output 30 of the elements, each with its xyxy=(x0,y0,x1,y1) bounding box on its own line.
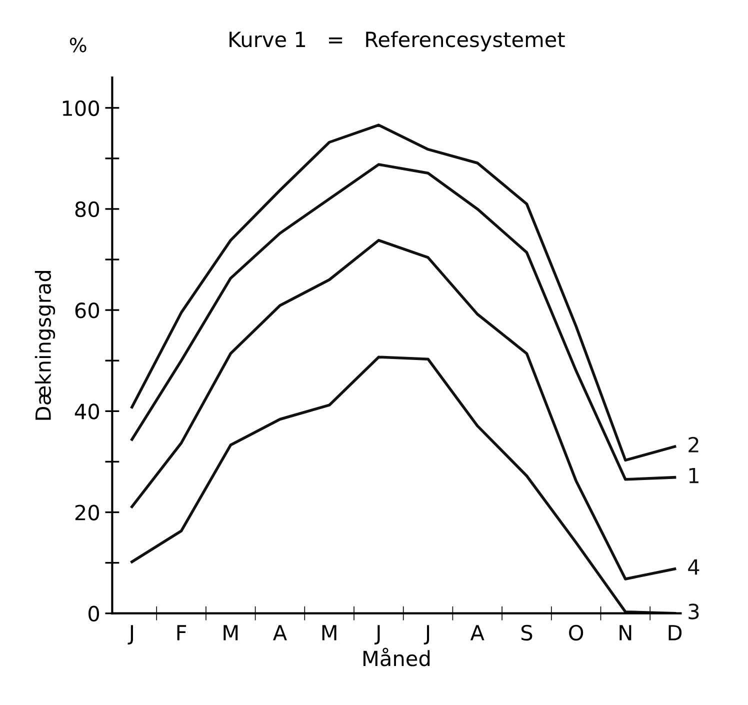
y-tick-label: 80 xyxy=(75,201,100,218)
y-tick-label: 60 xyxy=(75,302,100,318)
x-tick-label: J xyxy=(128,625,133,644)
x-tick-label: A xyxy=(470,625,484,640)
series-label: 3 xyxy=(688,604,699,620)
line-series xyxy=(130,124,676,462)
series-label: 2 xyxy=(688,436,698,452)
x-tick-label: M xyxy=(322,625,336,640)
series-label: 1 xyxy=(689,468,698,484)
line-series xyxy=(130,356,676,614)
y-tick-label: 0 xyxy=(88,606,100,622)
y-tick-label: 40 xyxy=(74,404,100,420)
text: % xyxy=(70,38,86,52)
y-axis-title: Dækningsgrad xyxy=(34,271,56,420)
series-label: 4 xyxy=(688,559,700,575)
y-tick-label: 20 xyxy=(75,504,100,520)
x-tick-label: A xyxy=(273,625,287,640)
x-axis-title: Måned xyxy=(363,648,430,666)
x-tick-label: N xyxy=(620,625,632,640)
x-tick-label: F xyxy=(177,625,186,640)
x-tick-label: J xyxy=(374,625,380,644)
y-tick-label: 100 xyxy=(62,100,100,116)
line-series xyxy=(130,238,676,580)
x-tick-label: S xyxy=(521,624,532,641)
x-tick-label: D xyxy=(668,625,682,640)
line-series xyxy=(130,163,676,481)
x-tick-label: M xyxy=(224,625,238,640)
chart-title: Kurve 1 = Referencesystemet xyxy=(230,31,565,52)
x-tick-label: J xyxy=(424,625,430,644)
x-tick-label: O xyxy=(569,624,584,641)
